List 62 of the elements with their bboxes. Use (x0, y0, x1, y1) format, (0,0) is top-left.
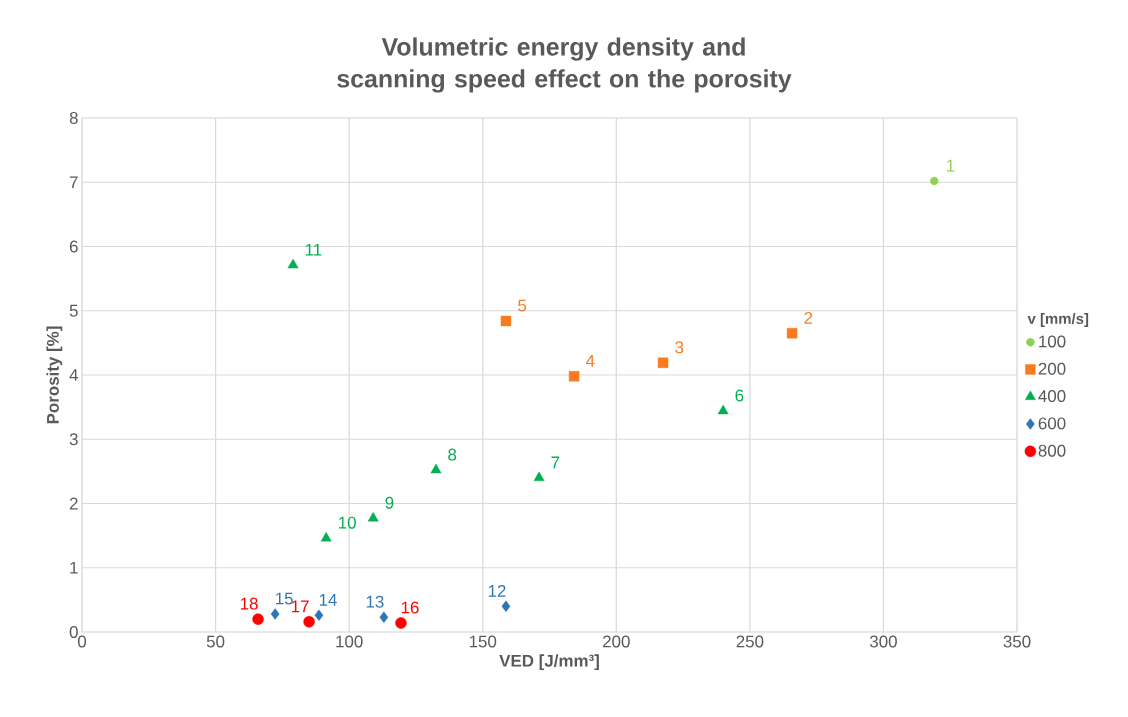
point (501, 600, 511, 612)
point (303, 616, 315, 628)
point (430, 463, 442, 474)
annotation: 8 (448, 448, 457, 461)
y-tick-label: 4 (69, 369, 78, 381)
y-tick-label: 0 (69, 625, 78, 638)
point (930, 176, 939, 186)
legend-label: 200 (1038, 362, 1066, 375)
annotation: 9 (385, 496, 394, 509)
point (568, 371, 580, 382)
y-axis-title: Porosity [%] (46, 326, 63, 424)
x-tick-label: 200 (603, 635, 630, 648)
annotation: 14 (319, 594, 337, 606)
y-tick-label: 5 (69, 304, 78, 317)
annotation: 13 (366, 595, 384, 608)
annotation: 7 (551, 456, 560, 469)
annotation: 5 (518, 299, 527, 312)
point (314, 609, 324, 621)
x-tick-label: 150 (469, 635, 497, 648)
annotation: 4 (586, 355, 595, 367)
point (320, 531, 332, 542)
annotation: 6 (735, 389, 744, 402)
legend-label: 800 (1038, 444, 1066, 457)
x-tick-label: 50 (206, 635, 225, 648)
annotation: 17 (291, 600, 309, 613)
point (500, 315, 512, 327)
point (533, 471, 545, 481)
chart-title: Volumetric energy density and scanning speed effect on the porosity (337, 37, 792, 93)
point (657, 357, 669, 368)
y-tick-label: 8 (69, 111, 78, 124)
annotation: 12 (488, 584, 506, 597)
annotation: 2 (804, 311, 813, 324)
y-tick-label: 1 (70, 561, 78, 574)
annotation: 10 (339, 516, 356, 529)
point (717, 404, 729, 415)
point (252, 613, 264, 625)
annotation: 15 (276, 592, 293, 605)
annotation: 11 (305, 243, 322, 256)
point (786, 328, 798, 339)
y-tick-label: 3 (69, 433, 78, 446)
x-tick-label: 100 (336, 635, 363, 648)
legend-label: 400 (1038, 390, 1066, 403)
x-tick-label: 350 (1003, 635, 1031, 648)
annotation: 16 (401, 601, 419, 614)
annotation: 3 (675, 341, 684, 354)
point (395, 617, 407, 629)
y-tick-label: 2 (69, 497, 78, 510)
legend-label: 600 (1038, 417, 1066, 430)
annotation: 18 (240, 597, 258, 610)
y-tick-label: 6 (69, 240, 78, 253)
legend-label: 100 (1039, 335, 1066, 348)
x-tick-label: 250 (736, 635, 764, 648)
point (379, 611, 389, 623)
y-tick-label: 7 (69, 176, 78, 189)
point (270, 608, 280, 620)
point (367, 512, 379, 522)
x-tick-label: 300 (869, 635, 897, 648)
legend-title: v [mm/s] (1027, 313, 1089, 327)
annotation: 1 (947, 159, 955, 172)
x-axis-title: VED [J/mm³] (499, 654, 599, 671)
x-tick-label: 0 (77, 635, 87, 648)
point (287, 258, 299, 269)
